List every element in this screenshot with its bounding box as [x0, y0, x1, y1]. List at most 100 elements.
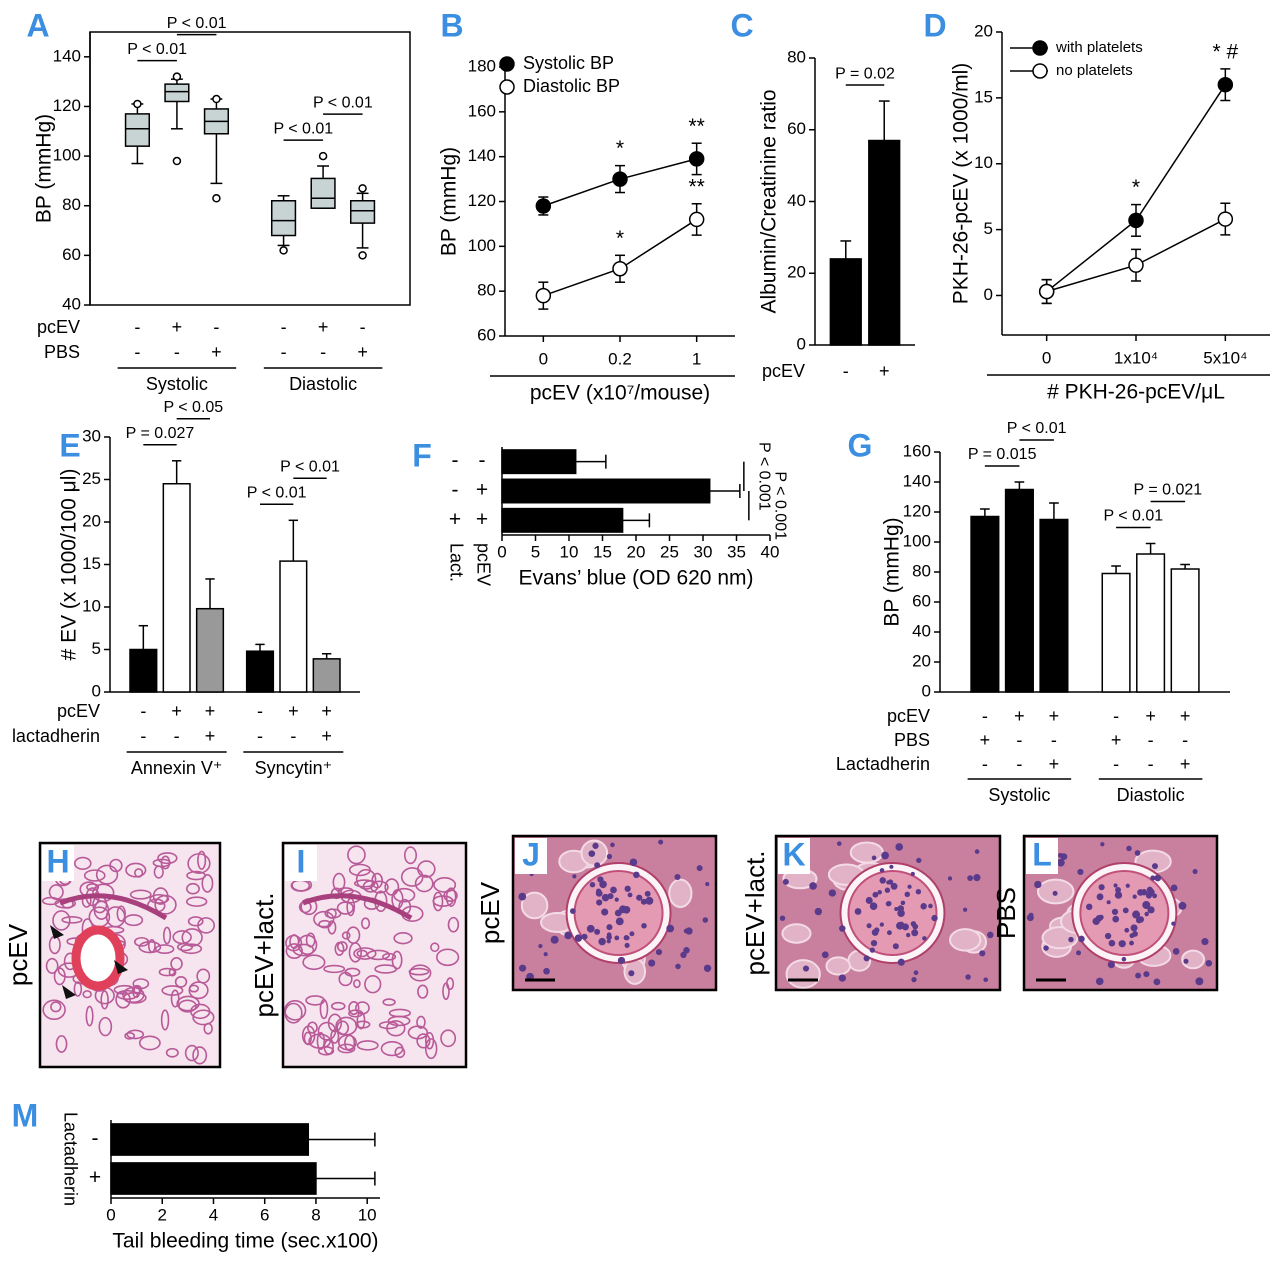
alveolus	[313, 910, 335, 928]
alveolus	[356, 1040, 379, 1051]
comparison-label: P = 0.027	[126, 425, 195, 442]
nucleus	[1129, 940, 1134, 946]
alveolus	[346, 926, 361, 944]
nucleus	[596, 899, 603, 906]
sign: +	[1111, 730, 1122, 750]
comparison-label: P < 0.01	[313, 94, 373, 111]
nucleus	[1114, 891, 1123, 899]
alveolus	[196, 968, 211, 984]
nucleus	[595, 888, 602, 894]
alveolus	[305, 995, 326, 1006]
nucleus	[594, 862, 601, 869]
x-tick-label: 0.2	[608, 349, 632, 368]
sign: -	[257, 726, 263, 746]
nucleus	[1100, 842, 1105, 847]
group-label: Systolic	[988, 785, 1050, 805]
nucleus	[1078, 935, 1085, 943]
x-tick-label: 20	[627, 542, 646, 561]
alveolus	[284, 1002, 303, 1024]
nucleus	[910, 871, 915, 876]
y-tick-label: 60	[912, 591, 931, 610]
nucleus	[619, 905, 627, 914]
plot-frame	[89, 31, 411, 306]
nucleus	[838, 974, 846, 982]
alveolus	[147, 939, 156, 953]
alveolus	[436, 948, 460, 967]
nucleus	[1178, 901, 1187, 910]
nucleus	[1135, 972, 1142, 979]
nucleus	[1028, 912, 1034, 918]
nucleus	[598, 937, 606, 946]
alveolus	[86, 883, 100, 892]
sign: -	[281, 342, 287, 362]
y-tick-label: 120	[903, 501, 931, 520]
x-tick-label: 35	[727, 542, 746, 561]
nucleus	[1137, 916, 1145, 923]
alveolus	[433, 877, 457, 893]
alveolus	[187, 853, 211, 874]
nucleus	[854, 908, 862, 915]
y-tick-label: 40	[787, 191, 806, 210]
group-label: Systolic	[146, 374, 208, 394]
alveolus	[301, 1025, 316, 1046]
alveolus	[403, 846, 418, 865]
x-tick-label: 4	[209, 1205, 218, 1224]
nucleus	[633, 871, 640, 879]
sign: -	[1182, 730, 1188, 750]
nucleus	[913, 970, 919, 976]
y-tick-label: 100	[903, 531, 931, 550]
panel-letter: K	[782, 836, 805, 872]
alveolus	[356, 949, 368, 958]
nucleus	[1092, 917, 1100, 925]
annotation: **	[688, 175, 704, 198]
row-label: pcEV	[37, 317, 80, 337]
alveolus	[432, 895, 454, 907]
y-tick-label: 5	[92, 639, 101, 658]
group-label: Annexin V⁺	[131, 758, 223, 778]
nucleus	[915, 889, 922, 895]
comparison-label: P < 0.05	[163, 399, 223, 416]
nucleus	[581, 933, 588, 940]
nucleus	[879, 922, 884, 927]
nucleus	[705, 882, 710, 887]
alveolus	[393, 887, 416, 903]
x-tick-label: 10	[358, 1205, 377, 1224]
alveolus	[50, 1001, 62, 1013]
nucleus	[1111, 908, 1119, 916]
y-tick-label: 100	[53, 146, 81, 165]
nucleus	[1077, 868, 1084, 876]
alveolus	[192, 1009, 215, 1026]
alveolus	[442, 982, 450, 1001]
group-label: Diastolic	[1117, 785, 1185, 805]
sign: -	[843, 361, 849, 381]
y-tick-label: 5	[984, 219, 993, 238]
alveolus	[73, 981, 83, 997]
nucleus	[641, 923, 647, 929]
nucleus	[592, 842, 599, 849]
row-label: lactadherin	[12, 726, 100, 746]
alveolus	[416, 1015, 426, 1029]
sign: -	[213, 317, 219, 337]
sign: -	[1016, 730, 1022, 750]
x-axis-label: pcEV (x10⁷/mouse)	[530, 382, 710, 405]
nucleus	[655, 948, 663, 956]
alveolus	[355, 1001, 370, 1015]
nucleus	[629, 858, 638, 867]
panel-letter: G	[848, 427, 873, 463]
nucleus	[979, 950, 986, 957]
bar	[110, 1123, 310, 1156]
alveolus	[316, 1031, 326, 1051]
alveolus	[348, 1000, 360, 1016]
x-tick-label: 0	[497, 542, 506, 561]
nucleus	[586, 924, 595, 933]
sign: -	[140, 701, 146, 721]
nucleus	[614, 897, 619, 902]
comparison-label: P < 0.01	[167, 15, 227, 32]
nucleus	[1130, 924, 1138, 932]
nucleus	[1150, 875, 1156, 881]
micrograph-frame	[38, 841, 222, 1069]
nucleus	[1192, 868, 1198, 875]
nucleus	[601, 908, 609, 916]
y-tick-label: 140	[903, 471, 931, 490]
